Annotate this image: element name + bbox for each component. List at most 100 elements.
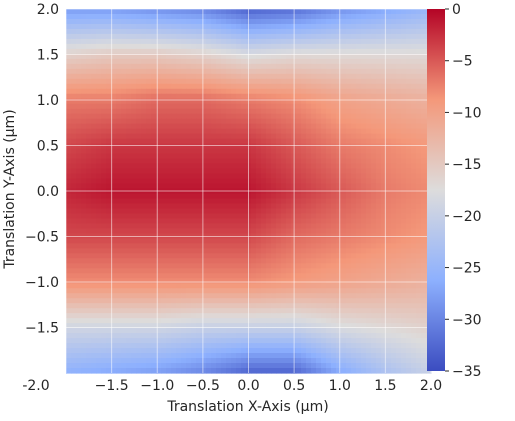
heatmap-cell <box>181 108 187 115</box>
heatmap-cell <box>321 88 327 95</box>
heatmap-cell <box>381 53 387 60</box>
heatmap-cell <box>216 153 222 160</box>
heatmap-cell <box>371 288 377 294</box>
heatmap-cell <box>151 48 157 55</box>
heatmap-cell <box>296 253 302 259</box>
heatmap-cell <box>66 263 72 269</box>
heatmap-cell <box>111 183 117 190</box>
heatmap-cell <box>96 253 102 259</box>
heatmap-cell <box>126 228 132 234</box>
heatmap-cell <box>341 163 347 170</box>
heatmap-cell <box>261 108 267 115</box>
heatmap-cell <box>96 133 102 140</box>
heatmap-cell <box>376 113 382 120</box>
heatmap-cell <box>146 48 152 55</box>
heatmap-cell <box>261 153 267 160</box>
heatmap-cell <box>96 9 102 15</box>
heatmap-cell <box>161 168 167 175</box>
heatmap-cell <box>86 203 92 210</box>
heatmap-cell <box>141 83 147 90</box>
heatmap-cell <box>106 88 112 95</box>
heatmap-cell <box>121 193 127 200</box>
heatmap-cell <box>326 238 332 244</box>
heatmap-cell <box>181 173 187 180</box>
heatmap-cell <box>381 248 387 254</box>
heatmap-cell <box>286 68 292 75</box>
heatmap-cell <box>86 248 92 254</box>
heatmap-cell <box>326 278 332 284</box>
heatmap-cell <box>221 318 227 324</box>
heatmap-cell <box>356 268 362 274</box>
heatmap-cell <box>421 328 427 334</box>
heatmap-cell <box>231 13 237 20</box>
heatmap-cell <box>271 333 277 339</box>
heatmap-cell <box>66 113 72 120</box>
heatmap-cell <box>126 223 132 229</box>
heatmap-cell <box>271 293 277 299</box>
heatmap-cell <box>106 143 112 150</box>
heatmap-cell <box>361 153 367 160</box>
heatmap-cell <box>211 148 217 155</box>
heatmap-cell <box>151 163 157 170</box>
heatmap-cell <box>111 293 117 299</box>
heatmap-cell <box>191 213 197 220</box>
heatmap-cell <box>211 168 217 175</box>
heatmap-cell <box>336 103 342 110</box>
heatmap-cell <box>421 118 427 125</box>
heatmap-cell <box>196 243 202 249</box>
heatmap-cell <box>356 258 362 264</box>
heatmap-cell <box>181 148 187 155</box>
heatmap-cell <box>406 78 412 85</box>
heatmap-cell <box>116 248 122 254</box>
heatmap-cell <box>171 293 177 299</box>
heatmap-cell <box>281 63 287 70</box>
heatmap-cell <box>281 23 287 30</box>
heatmap-cell <box>311 328 317 334</box>
heatmap-cell <box>416 283 422 289</box>
heatmap-cell <box>161 253 167 259</box>
heatmap-cell <box>301 23 307 30</box>
heatmap-cell <box>211 268 217 274</box>
heatmap-cell <box>321 203 327 210</box>
heatmap-cell <box>236 323 242 329</box>
heatmap-cell <box>271 58 277 65</box>
heatmap-cell <box>276 9 282 15</box>
heatmap-cell <box>261 253 267 259</box>
heatmap-cell <box>331 13 337 20</box>
heatmap-cell <box>321 93 327 100</box>
heatmap-cell <box>86 268 92 274</box>
heatmap-cell <box>356 223 362 229</box>
heatmap-cell <box>421 208 427 215</box>
heatmap-cell <box>306 143 312 150</box>
heatmap-cell <box>201 223 207 229</box>
heatmap-cell <box>161 198 167 205</box>
heatmap-cell <box>191 273 197 279</box>
heatmap-cell <box>191 168 197 175</box>
heatmap-cell <box>311 203 317 210</box>
heatmap-cell <box>226 48 232 55</box>
heatmap-cell <box>341 333 347 339</box>
heatmap-cell <box>181 163 187 170</box>
heatmap-cell <box>141 208 147 215</box>
heatmap-cell <box>261 203 267 210</box>
heatmap-cell <box>241 283 247 289</box>
heatmap-cell <box>181 48 187 55</box>
heatmap-cell <box>261 78 267 85</box>
heatmap-cell <box>276 183 282 190</box>
heatmap-cell <box>116 228 122 234</box>
heatmap-cell <box>271 273 277 279</box>
heatmap-cell <box>341 263 347 269</box>
heatmap-cell <box>411 173 417 180</box>
heatmap-cell <box>161 58 167 65</box>
heatmap-cell <box>171 328 177 334</box>
heatmap-cell <box>186 303 192 309</box>
heatmap-cell <box>326 183 332 190</box>
heatmap-cell <box>261 218 267 225</box>
heatmap-cell <box>401 93 407 100</box>
heatmap-cell <box>411 148 417 155</box>
heatmap-cell <box>226 328 232 334</box>
heatmap-cell <box>251 28 257 35</box>
heatmap-cell <box>76 43 82 50</box>
heatmap-cell <box>306 268 312 274</box>
heatmap-cell <box>231 273 237 279</box>
